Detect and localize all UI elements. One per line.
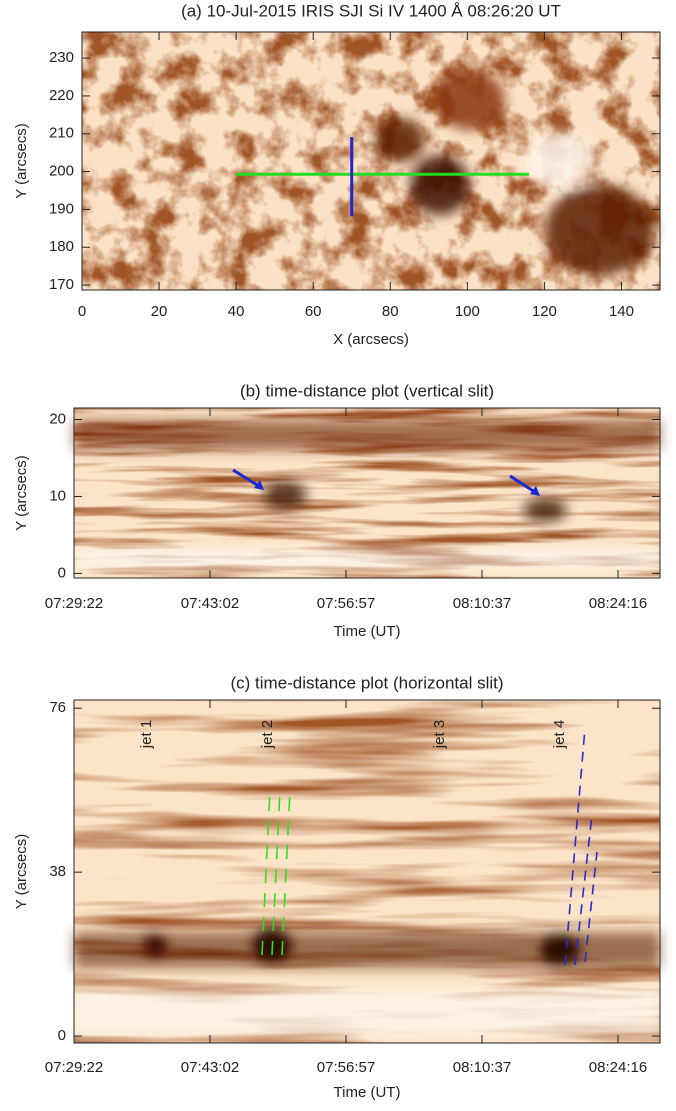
- chart-title: (c) time-distance plot (horizontal slit): [230, 673, 503, 692]
- y-tick-label: 0: [58, 564, 66, 581]
- y-tick-label: 0: [58, 1027, 66, 1044]
- x-tick-label: 140: [609, 303, 634, 320]
- y-tick-label: 38: [49, 863, 66, 880]
- x-tick-label: 08:10:37: [453, 595, 511, 612]
- x-tick-label: 08:24:16: [589, 1059, 647, 1076]
- x-tick-label: 07:43:02: [181, 1059, 239, 1076]
- y-tick-label: 190: [49, 200, 74, 217]
- y-tick-label: 170: [49, 276, 74, 293]
- x-tick-label: 0: [78, 303, 86, 320]
- image-a: [82, 32, 660, 290]
- chart-title: (b) time-distance plot (vertical slit): [240, 381, 494, 400]
- y-tick-label: 230: [49, 49, 74, 66]
- jet-label: jet 1: [138, 720, 155, 749]
- x-axis-label: Time (UT): [334, 623, 401, 640]
- x-tick-label: 120: [532, 303, 557, 320]
- y-axis-label: Y (arcsecs): [13, 834, 30, 910]
- plot-frame: [73, 407, 661, 579]
- jet-label: jet 2: [259, 720, 276, 749]
- x-tick-label: 07:43:02: [181, 595, 239, 612]
- chart-title: (a) 10-Jul-2015 IRIS SJI Si IV 1400 Å 08…: [181, 1, 561, 20]
- image-b: [74, 408, 660, 578]
- x-axis-label: X (arcsecs): [333, 331, 409, 348]
- y-axis-label: Y (arcsecs): [13, 455, 30, 531]
- y-tick-label: 20: [49, 411, 66, 428]
- x-tick-label: 20: [151, 303, 168, 320]
- x-tick-label: 08:24:16: [589, 595, 647, 612]
- y-tick-label: 10: [49, 487, 66, 504]
- image-c: [74, 700, 660, 1043]
- y-tick-label: 210: [49, 125, 74, 142]
- x-tick-label: 40: [228, 303, 245, 320]
- x-tick-label: 07:56:57: [317, 1059, 375, 1076]
- jet-label: jet 3: [431, 720, 448, 749]
- x-tick-label: 100: [455, 303, 480, 320]
- y-axis-label: Y (arcsecs): [13, 123, 30, 199]
- x-tick-label: 08:10:37: [453, 1059, 511, 1076]
- y-tick-label: 220: [49, 87, 74, 104]
- y-tick-label: 200: [49, 163, 74, 180]
- x-tick-label: 07:56:57: [317, 595, 375, 612]
- x-tick-label: 07:29:22: [45, 1059, 103, 1076]
- plot-frame: [73, 699, 661, 1044]
- plot-frame: [81, 31, 661, 291]
- y-tick-label: 180: [49, 238, 74, 255]
- x-tick-label: 80: [382, 303, 399, 320]
- x-tick-label: 60: [305, 303, 322, 320]
- x-tick-label: 07:29:22: [45, 595, 103, 612]
- y-tick-label: 76: [49, 699, 66, 716]
- jet-label: jet 4: [551, 720, 568, 749]
- x-axis-label: Time (UT): [334, 1084, 401, 1101]
